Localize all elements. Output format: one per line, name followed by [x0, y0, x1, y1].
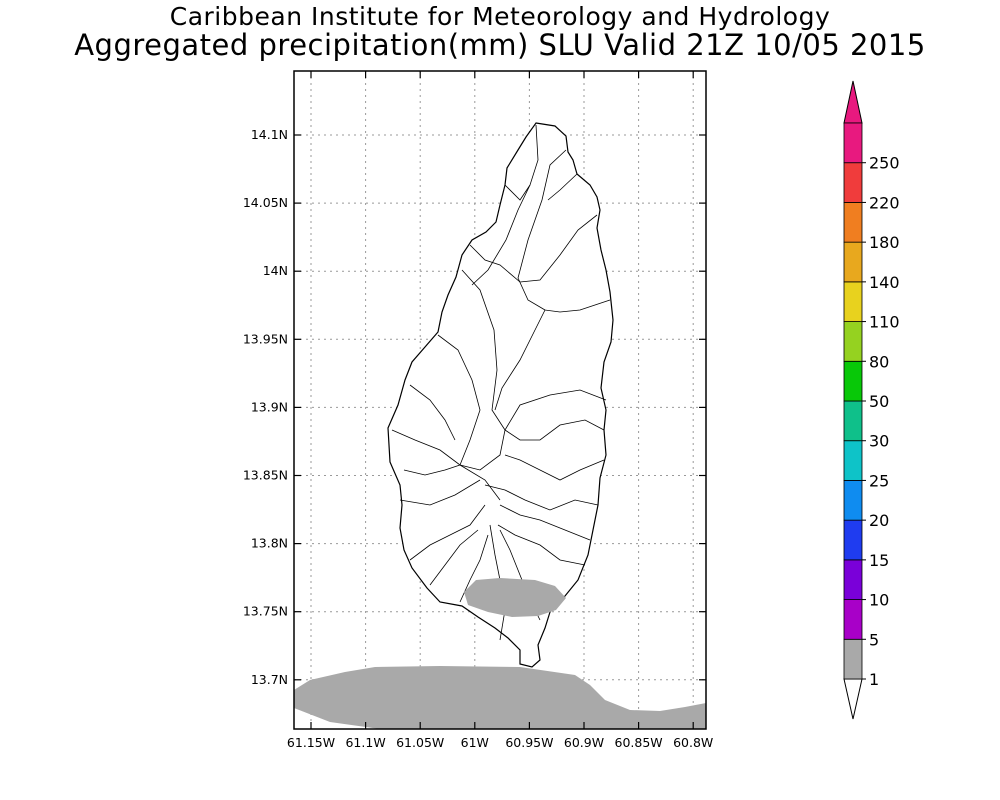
- lon-tick-label: 60.8W: [673, 735, 713, 750]
- lat-tick-label: 14.1N: [251, 127, 288, 142]
- lat-tick-label: 13.7N: [251, 672, 288, 687]
- colorbar-segment: [843, 281, 863, 322]
- map-frame: [293, 70, 707, 730]
- lat-tick-label: 13.85N: [243, 468, 288, 483]
- colorbar-segment: [843, 440, 863, 481]
- lat-tick-label: 13.9N: [251, 399, 288, 414]
- colorbar-label: 5: [869, 630, 879, 649]
- axis-ticks: [294, 71, 706, 729]
- lat-tick-label: 13.75N: [243, 604, 288, 619]
- colorbar-label: 1: [869, 670, 879, 689]
- colorbar-label: 25: [869, 471, 889, 490]
- lon-tick-label: 61.1W: [345, 735, 385, 750]
- colorbar-label: 110: [869, 313, 900, 332]
- colorbar-segment: [843, 400, 863, 442]
- colorbar-segment: [843, 360, 863, 402]
- colorbar-segment: [843, 321, 863, 362]
- colorbar-segment: [843, 599, 863, 640]
- lat-tick-label: 13.95N: [243, 331, 288, 346]
- colorbar-segment: [843, 241, 863, 283]
- colorbar-segment: [843, 519, 863, 561]
- lon-tick-label: 61.15W: [287, 735, 335, 750]
- colorbar-label: 140: [869, 273, 900, 292]
- colorbar-segment: [843, 202, 863, 243]
- lon-tick-label: 61W: [461, 735, 489, 750]
- lat-tick-label: 13.8N: [251, 536, 288, 551]
- colorbar-label: 180: [869, 233, 900, 252]
- colorbar-label: 220: [869, 193, 900, 212]
- colorbar-segment: [843, 559, 863, 600]
- precip-area-south: [294, 666, 706, 729]
- lon-tick-label: 61.05W: [396, 735, 444, 750]
- colorbar-segment: [843, 480, 863, 521]
- lat-tick-label: 14.05N: [243, 195, 288, 210]
- lat-tick-label: 14N: [263, 263, 288, 278]
- precip-area-central: [464, 578, 566, 617]
- colorbar-segment: [843, 638, 863, 680]
- chart-subtitle: Aggregated precipitation(mm) SLU Valid 2…: [74, 28, 926, 62]
- lon-tick-label: 60.9W: [564, 735, 604, 750]
- colorbar-over-triangle: [843, 80, 863, 124]
- colorbar-under-triangle: [843, 678, 863, 720]
- lon-tick-label: 60.85W: [615, 735, 663, 750]
- colorbar-label: 80: [869, 352, 889, 371]
- colorbar-label: 15: [869, 551, 889, 570]
- colorbar-label: 50: [869, 392, 889, 411]
- lon-tick-label: 60.95W: [505, 735, 553, 750]
- basin-boundaries: [391, 124, 611, 641]
- colorbar-label: 20: [869, 511, 889, 530]
- chart-title: Caribbean Institute for Meteorology and …: [169, 2, 831, 31]
- colorbar-label: 250: [869, 154, 900, 173]
- colorbar-label: 10: [869, 591, 889, 610]
- colorbar-segment: [843, 162, 863, 203]
- colorbar-label: 30: [869, 432, 889, 451]
- colorbar-segment: [843, 122, 863, 164]
